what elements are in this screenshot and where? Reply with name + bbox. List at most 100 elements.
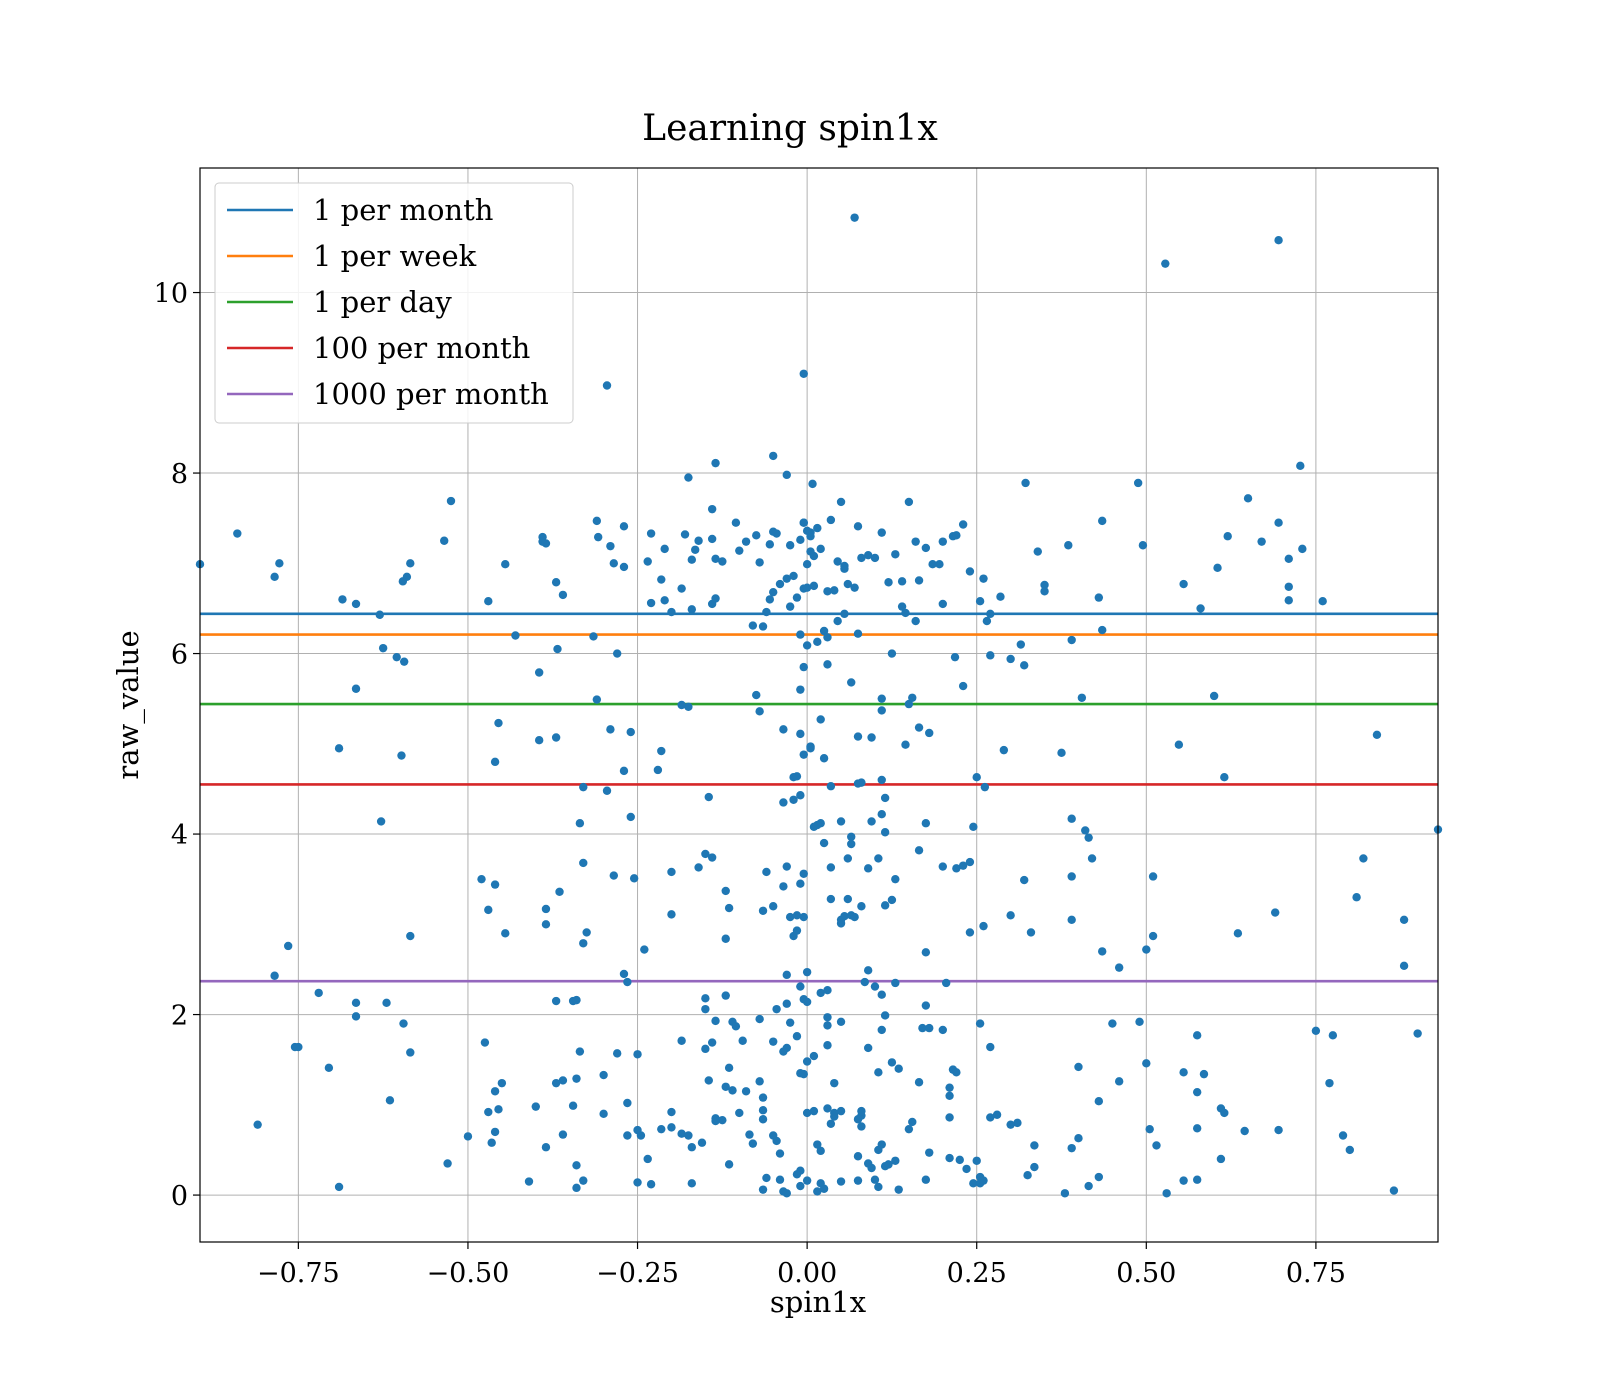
- data-point: [541, 539, 551, 548]
- data-point: [830, 1112, 839, 1121]
- data-point: [799, 369, 808, 378]
- data-point: [833, 557, 842, 566]
- data-point: [1098, 625, 1107, 635]
- data-point: [755, 558, 764, 567]
- data-point: [823, 1021, 832, 1030]
- data-point: [874, 1182, 883, 1192]
- data-point: [1094, 1172, 1104, 1182]
- data-point: [877, 810, 886, 819]
- data-point: [796, 879, 805, 888]
- data-point: [1216, 1154, 1226, 1164]
- data-point: [687, 1179, 697, 1188]
- data-point: [558, 1130, 568, 1139]
- data-point: [1133, 478, 1143, 488]
- data-point: [826, 863, 836, 872]
- data-point: [579, 782, 588, 792]
- data-point: [853, 1176, 863, 1185]
- y-axis-label: raw_value: [111, 630, 146, 779]
- data-point: [863, 1043, 873, 1053]
- x-tick-label: −0.50: [427, 1258, 510, 1289]
- data-point: [748, 1139, 758, 1148]
- data-point: [823, 1104, 832, 1113]
- data-point: [850, 912, 859, 922]
- data-point: [823, 633, 832, 642]
- data-point: [541, 1143, 551, 1152]
- data-point: [1074, 1134, 1083, 1143]
- data-point: [796, 630, 805, 639]
- data-point: [657, 575, 666, 584]
- data-point: [694, 536, 703, 545]
- data-point: [1006, 1120, 1015, 1129]
- data-point: [484, 1107, 493, 1117]
- data-point: [551, 578, 561, 587]
- data-point: [758, 1115, 768, 1124]
- data-point: [996, 592, 1005, 601]
- data-point: [619, 766, 629, 776]
- data-point: [1257, 537, 1266, 546]
- data-point: [755, 1014, 764, 1024]
- data-point: [1148, 872, 1158, 881]
- data-point: [802, 641, 812, 650]
- data-point: [314, 988, 323, 998]
- data-point: [802, 583, 812, 592]
- data-point: [704, 1076, 713, 1085]
- legend-label: 1 per day: [313, 285, 452, 319]
- data-point: [758, 1185, 768, 1194]
- data-point: [857, 1106, 866, 1116]
- data-point: [1220, 773, 1229, 782]
- data-point: [1338, 1131, 1348, 1140]
- data-point: [755, 707, 764, 716]
- data-point: [463, 1132, 473, 1141]
- data-point: [799, 912, 808, 922]
- data-point: [1142, 1059, 1151, 1068]
- data-point: [796, 791, 805, 800]
- data-point: [796, 685, 805, 694]
- data-point: [511, 631, 520, 640]
- data-point: [1098, 947, 1107, 956]
- data-point: [718, 1115, 727, 1125]
- data-point: [1161, 259, 1170, 268]
- data-point: [870, 982, 880, 991]
- data-point: [643, 557, 652, 566]
- data-point: [551, 996, 561, 1006]
- data-point: [826, 1119, 836, 1128]
- data-point: [1040, 587, 1049, 596]
- data-point: [840, 609, 849, 619]
- data-point: [731, 518, 741, 527]
- data-point: [640, 945, 649, 954]
- data-point: [816, 988, 825, 998]
- data-point: [385, 1096, 395, 1105]
- data-point: [572, 1074, 581, 1083]
- plot-frame: [199, 167, 1439, 1243]
- data-point: [921, 948, 931, 957]
- y-axis-ticks: 0 2 4 6 8 10: [154, 279, 200, 1212]
- data-point: [925, 1023, 934, 1033]
- data-point: [941, 978, 951, 988]
- data-point: [867, 1163, 876, 1173]
- data-point: [853, 629, 863, 638]
- data-point: [593, 532, 603, 542]
- data-point: [758, 1106, 768, 1115]
- data-point: [901, 608, 910, 618]
- data-point: [867, 817, 876, 826]
- data-point: [677, 1036, 686, 1045]
- data-point: [986, 609, 995, 619]
- data-point: [877, 1025, 886, 1035]
- data-point: [687, 1143, 697, 1152]
- data-point: [1345, 1145, 1355, 1155]
- data-point: [938, 1025, 947, 1035]
- data-point: [1020, 875, 1029, 885]
- x-tick-label: −0.75: [257, 1258, 340, 1289]
- legend-label: 1 per week: [313, 239, 477, 273]
- data-point: [955, 1155, 964, 1165]
- data-point: [816, 544, 825, 554]
- data-point: [701, 1044, 710, 1054]
- data-point: [969, 1179, 978, 1188]
- data-point: [324, 1063, 334, 1073]
- data-point: [826, 515, 836, 525]
- data-point: [691, 545, 700, 554]
- data-point: [1026, 928, 1036, 937]
- data-point: [253, 1120, 262, 1129]
- data-point: [1084, 1181, 1093, 1191]
- data-point: [382, 998, 391, 1008]
